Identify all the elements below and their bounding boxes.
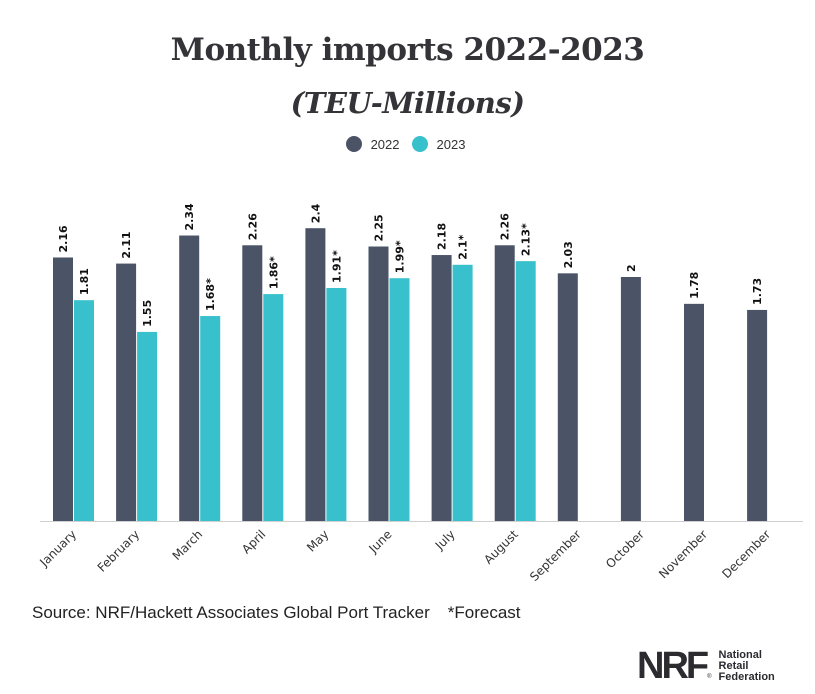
data-label-2022-may: 2.4	[309, 203, 322, 223]
bar-2022-december	[747, 309, 768, 521]
x-tick-label-may: May	[304, 527, 331, 554]
data-label-2022-october: 2	[625, 264, 638, 272]
data-label-2023-august: 2.13*	[520, 223, 533, 256]
bar-2022-march	[179, 235, 200, 521]
data-label-2023-january: 1.81	[78, 268, 91, 295]
logo-name-line: Retail	[718, 659, 749, 672]
data-label-2022-july: 2.18	[436, 223, 449, 250]
bar-2022-august	[494, 245, 515, 521]
chart-subtitle: (TEU-Millions)	[290, 86, 525, 120]
data-label-2022-september: 2.03	[562, 241, 575, 268]
bar-2023-may	[326, 287, 347, 521]
bar-2023-april	[263, 294, 284, 521]
logo-name-line: National	[718, 648, 762, 661]
x-tick-label-june: June	[366, 527, 395, 556]
data-label-2022-february: 2.11	[120, 231, 133, 258]
data-label-2022-december: 1.73	[751, 278, 764, 305]
bar-2022-november	[684, 303, 704, 521]
data-label-2023-june: 1.99*	[394, 240, 407, 273]
bar-chart: 2.16 1.81 January 2.11 1.55 February 2.34 1.68*…	[36, 203, 803, 584]
x-tick-label-august: August	[481, 527, 521, 567]
forecast-note: *Forecast	[447, 603, 521, 622]
data-label-2022-november: 1.78	[688, 272, 701, 299]
x-tick-label-january: January	[36, 527, 79, 570]
bar-2022-january	[53, 257, 73, 521]
legend-item-2023: 2023	[411, 136, 466, 152]
x-tick-label-october: October	[603, 527, 647, 571]
data-label-2023-march: 1.68*	[204, 278, 217, 311]
bar-2023-june	[389, 278, 410, 521]
legend-label-2023: 2023	[436, 136, 466, 152]
bar-2022-october	[620, 277, 641, 521]
x-tick-label-march: March	[170, 527, 206, 563]
bar-2022-july	[431, 255, 452, 522]
data-label-2023-february: 1.55	[141, 300, 154, 327]
logo-registered: ®	[707, 674, 712, 680]
bar-2023-march	[200, 316, 221, 521]
logo-name: National Retail Federation	[718, 648, 775, 683]
data-label-2023-may: 1.91*	[330, 250, 343, 283]
data-label-2022-april: 2.26	[246, 213, 259, 240]
x-tick-label-december: December	[719, 527, 773, 581]
legend-item-2022: 2022	[345, 136, 400, 152]
logo-name-line: Federation	[718, 670, 775, 683]
legend-swatch-2023	[411, 136, 428, 152]
x-tick-label-november: November	[656, 527, 710, 581]
bar-2023-january	[74, 300, 94, 521]
logo-mark: NRF	[637, 645, 709, 687]
bar-2022-april	[242, 245, 263, 521]
x-tick-label-april: April	[239, 527, 268, 556]
legend-label-2022: 2022	[370, 136, 400, 152]
bar-2023-july	[452, 264, 473, 521]
data-label-2022-january: 2.16	[57, 225, 70, 252]
source-note: Source: NRF/Hackett Associates Global Po…	[32, 603, 521, 623]
data-label-2023-july: 2.1*	[457, 234, 470, 259]
bar-2022-september	[557, 273, 578, 521]
bar-2023-february	[137, 331, 158, 521]
bar-2022-may	[305, 228, 326, 521]
bar-2022-june	[368, 246, 389, 521]
data-label-2023-april: 1.86*	[267, 256, 280, 289]
data-label-2022-march: 2.34	[183, 203, 196, 230]
x-tick-label-september: September	[527, 527, 584, 584]
bar-2022-february	[116, 263, 137, 521]
x-tick-label-february: February	[95, 527, 143, 575]
x-tick-label-july: July	[432, 527, 458, 553]
bar-2023-august	[515, 261, 536, 521]
legend-swatch-2022	[345, 136, 362, 152]
source-text: Source: NRF/Hackett Associates Global Po…	[32, 603, 430, 622]
legend: 2022 2023	[0, 136, 815, 152]
nrf-logo: NRF ® National Retail Federation	[637, 647, 775, 685]
chart-title: Monthly imports 2022-2023	[170, 32, 645, 68]
data-label-2022-june: 2.25	[373, 214, 386, 241]
data-label-2022-august: 2.26	[499, 213, 512, 240]
